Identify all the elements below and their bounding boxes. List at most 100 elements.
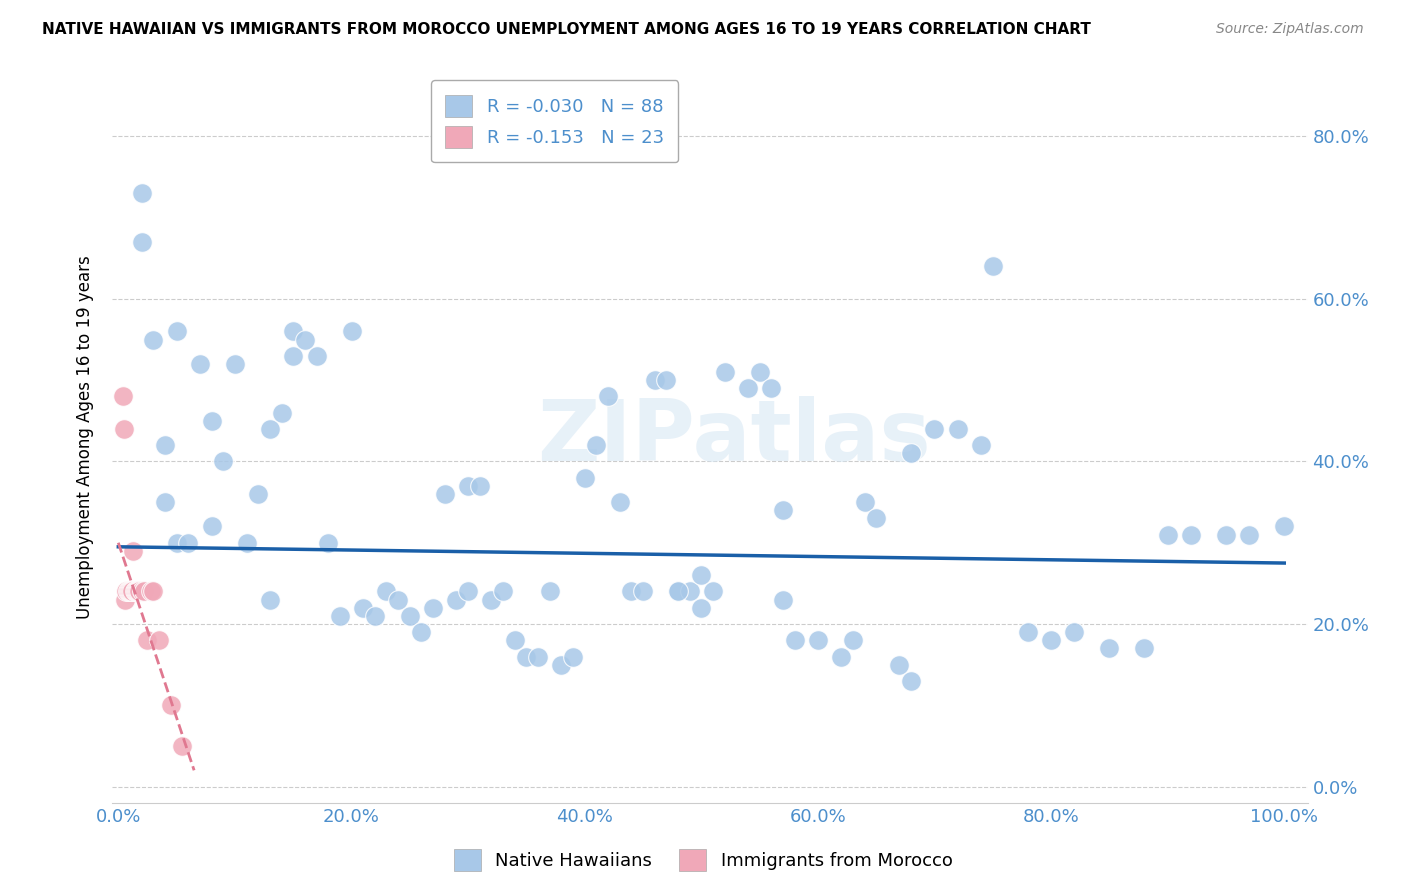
Point [131, 235, 153, 249]
Point [1272, 519, 1295, 533]
Point [375, 584, 398, 599]
Point [596, 389, 619, 403]
Point [153, 438, 176, 452]
Point [121, 584, 143, 599]
Point [1180, 527, 1202, 541]
Point [122, 544, 145, 558]
Point [1098, 641, 1121, 656]
Point [139, 584, 162, 599]
Point [115, 584, 138, 599]
Point [125, 584, 148, 599]
Point [702, 584, 724, 599]
Point [114, 592, 136, 607]
Point [259, 592, 281, 607]
Point [283, 325, 305, 339]
Point [283, 349, 305, 363]
Point [1215, 527, 1237, 541]
Point [457, 584, 479, 599]
Point [481, 592, 503, 607]
Point [305, 349, 328, 363]
Point [120, 584, 142, 599]
Point [678, 584, 700, 599]
Point [411, 625, 433, 640]
Point [900, 446, 922, 460]
Point [200, 519, 222, 533]
Point [842, 633, 865, 648]
Point [889, 657, 911, 672]
Point [468, 479, 491, 493]
Point [1063, 625, 1085, 640]
Point [1239, 527, 1261, 541]
Point [294, 333, 316, 347]
Point [224, 357, 246, 371]
Point [118, 584, 141, 599]
Point [422, 600, 444, 615]
Legend: Native Hawaiians, Immigrants from Morocco: Native Hawaiians, Immigrants from Morocc… [446, 842, 960, 879]
Point [142, 333, 165, 347]
Point [128, 584, 150, 599]
Point [830, 649, 852, 664]
Point [761, 381, 783, 395]
Point [340, 325, 363, 339]
Point [550, 657, 572, 672]
Point [235, 535, 257, 549]
Point [865, 511, 887, 525]
Point [492, 584, 515, 599]
Point [131, 186, 153, 201]
Point [136, 633, 159, 648]
Point [124, 584, 146, 599]
Point [148, 633, 170, 648]
Point [655, 373, 678, 387]
Point [188, 357, 211, 371]
Point [1156, 527, 1178, 541]
Point [666, 584, 689, 599]
Point [783, 633, 806, 648]
Point [713, 365, 735, 379]
Point [159, 698, 181, 713]
Point [200, 414, 222, 428]
Legend: R = -0.030   N = 88, R = -0.153   N = 23: R = -0.030 N = 88, R = -0.153 N = 23 [430, 80, 679, 162]
Point [329, 608, 352, 623]
Point [666, 584, 689, 599]
Point [515, 649, 537, 664]
Point [772, 503, 794, 517]
Point [900, 673, 922, 688]
Point [270, 406, 292, 420]
Point [118, 584, 141, 599]
Point [316, 535, 339, 549]
Point [503, 633, 526, 648]
Point [446, 592, 468, 607]
Point [433, 487, 456, 501]
Point [132, 584, 155, 599]
Point [259, 422, 281, 436]
Point [620, 584, 643, 599]
Point [387, 592, 409, 607]
Point [853, 495, 876, 509]
Text: NATIVE HAWAIIAN VS IMMIGRANTS FROM MOROCCO UNEMPLOYMENT AMONG AGES 16 TO 19 YEAR: NATIVE HAWAIIAN VS IMMIGRANTS FROM MOROC… [42, 22, 1091, 37]
Point [166, 325, 188, 339]
Point [772, 592, 794, 607]
Point [364, 608, 387, 623]
Point [690, 568, 713, 582]
Point [631, 584, 654, 599]
Point [1017, 625, 1039, 640]
Point [1133, 641, 1156, 656]
Text: ZIPatlas: ZIPatlas [537, 395, 931, 479]
Point [644, 373, 666, 387]
Point [527, 649, 550, 664]
Point [142, 584, 165, 599]
Point [970, 438, 993, 452]
Point [398, 608, 420, 623]
Point [111, 389, 134, 403]
Point [690, 600, 713, 615]
Point [125, 584, 148, 599]
Point [946, 422, 969, 436]
Point [585, 438, 607, 452]
Y-axis label: Unemployment Among Ages 16 to 19 years: Unemployment Among Ages 16 to 19 years [76, 255, 94, 619]
Point [177, 535, 200, 549]
Point [112, 422, 135, 436]
Text: Source: ZipAtlas.com: Source: ZipAtlas.com [1216, 22, 1364, 37]
Point [212, 454, 235, 468]
Point [166, 535, 188, 549]
Point [352, 600, 374, 615]
